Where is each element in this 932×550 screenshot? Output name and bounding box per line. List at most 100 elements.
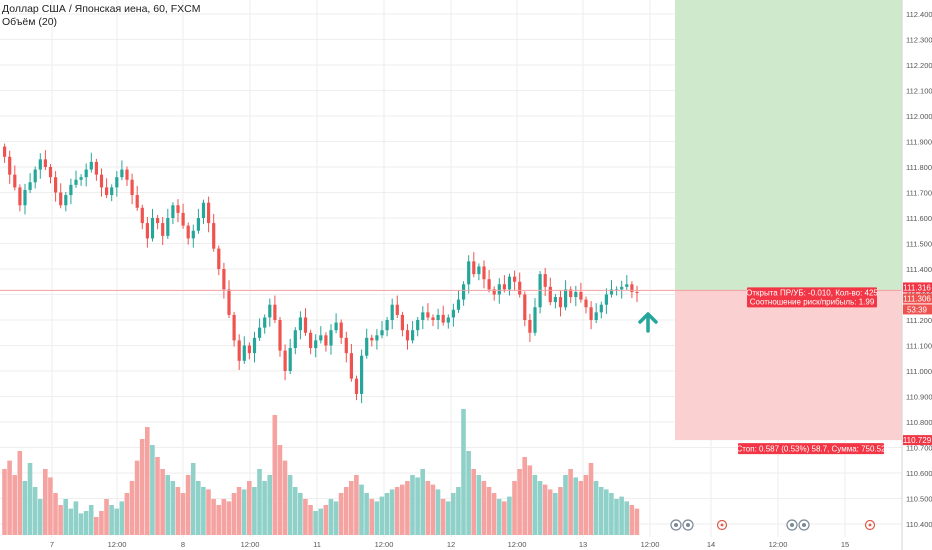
volume-bar [231,493,237,535]
volume-bar [165,475,170,535]
candle-body [156,218,160,224]
volume-bar [313,511,318,535]
price-tick-label: 111.100 [906,342,932,351]
candle-body [523,294,527,320]
candle-body [278,320,282,351]
volume-bar [104,499,109,535]
svg-text:111.316: 111.316 [903,283,931,292]
volume-bar [476,475,482,535]
long-position-arrow-icon[interactable] [638,312,658,333]
volume-bar [527,465,533,535]
open-position-label[interactable]: Открыта ПР/УБ: -0.010, Кол-во: 425 Соотн… [746,287,878,308]
candle-body [574,291,578,298]
volume-bar [379,496,385,535]
stop-label[interactable]: Стоп: 0.587 (0.53%) 58.7, Сумма: 750.52 [736,443,886,455]
volume-bar [83,511,89,535]
volume-legend[interactable]: Объём (20) [2,16,58,28]
candle-body [38,159,42,170]
candle-body [609,289,614,295]
event-circle-icon[interactable] [864,519,876,531]
time-tick-label: 12:00 [641,540,660,549]
last-price-tag: 111.306 [903,293,932,304]
candle-body [344,337,348,354]
event-circle-icon[interactable] [716,519,728,531]
volume-bar [481,481,487,535]
candle-body [569,289,573,298]
volume-bar [2,469,7,535]
price-tick-label: 112.100 [906,87,932,96]
candle-body [43,159,47,167]
volume-bar [598,487,604,535]
volume-bar [496,499,502,535]
candle-body [130,179,134,196]
volume-bar [512,481,517,535]
volume-bar [624,501,629,535]
economic-events[interactable] [670,519,876,531]
candle-body [451,309,455,318]
candle-body [370,337,374,341]
time-tick-label: 13 [579,540,587,549]
time-tick-label: 12:00 [108,540,127,549]
candle-body [145,223,149,239]
volume-bar [349,481,354,535]
time-axis[interactable]: 7 12:00 8 12:00 11 12:00 12 12:00 13 12:00 14 12:00… [50,540,849,549]
volume-bar [583,475,589,535]
volume-bar [7,460,12,535]
candle-body [548,286,552,303]
candle-body [263,317,267,328]
price-tick-label: 112.400 [906,10,932,19]
volume-bar [129,481,135,535]
volume-bar [109,505,114,535]
volume-bar [287,475,293,535]
candle-body [589,307,593,320]
candle-body [268,304,272,318]
volume-bar [507,496,512,535]
candle-body [13,174,17,188]
volume-bar [257,469,262,535]
entry-price-tag: 111.316 [903,282,932,293]
volume-bar [221,499,227,535]
volume-bar [63,499,68,535]
candle-body [298,317,302,331]
candle-body [293,330,297,349]
candle-body [426,312,430,318]
volume-bar [456,487,461,535]
candle-body [416,320,420,331]
candle-body [186,225,190,239]
price-tick-label: 111.200 [906,316,932,325]
candle-body [110,187,114,196]
volume-bar [22,481,28,535]
take-profit-zone[interactable] [675,0,902,291]
symbol-legend[interactable]: Доллар США / Японская иена, 60, FXCM [2,3,201,15]
event-flag-dot-icon [686,523,690,527]
volume-bar [145,427,150,535]
candle-body [604,294,608,305]
volume-bar [364,493,369,535]
candle-body [502,284,506,290]
candle-body [543,274,547,287]
candle-body [467,261,471,285]
candle-body [487,279,491,290]
volume-bar [593,481,599,535]
open-pl-text: Открыта ПР/УБ: -0.010, Кол-во: 425 [746,288,878,297]
candle-body [105,187,109,196]
candle-body [135,195,139,208]
volume-bar [272,415,278,535]
time-tick-label: 12:00 [508,540,527,549]
volume-bar [502,501,507,535]
volume-bar [604,489,609,535]
candle-body [620,286,624,290]
volume-bar [568,469,573,535]
candle-body [18,187,22,206]
candle-body [84,169,88,178]
stop-loss-zone[interactable] [675,290,902,441]
candle-body [635,291,639,293]
volume-bar [614,499,619,535]
candle-body [232,314,236,341]
candle-body [584,299,588,308]
price-axis[interactable]: 112.400 112.300 112.200 112.100 112.000 111.9… [906,10,932,529]
candle-body [176,205,180,213]
candle-body [314,340,318,349]
candle-body [441,314,445,323]
